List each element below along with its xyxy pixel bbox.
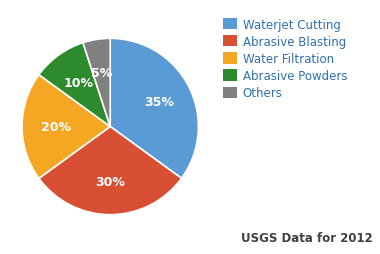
Text: USGS Data for 2012: USGS Data for 2012 — [241, 231, 372, 244]
Wedge shape — [110, 39, 198, 179]
Wedge shape — [83, 39, 110, 127]
Text: 35%: 35% — [144, 96, 174, 109]
Legend: Waterjet Cutting, Abrasive Blasting, Water Filtration, Abrasive Powders, Others: Waterjet Cutting, Abrasive Blasting, Wat… — [223, 19, 347, 100]
Text: 30%: 30% — [95, 175, 125, 188]
Wedge shape — [22, 75, 110, 179]
Wedge shape — [39, 127, 182, 215]
Text: 10%: 10% — [63, 76, 93, 89]
Text: 20%: 20% — [41, 121, 71, 133]
Text: 5%: 5% — [91, 67, 112, 80]
Wedge shape — [39, 43, 110, 127]
